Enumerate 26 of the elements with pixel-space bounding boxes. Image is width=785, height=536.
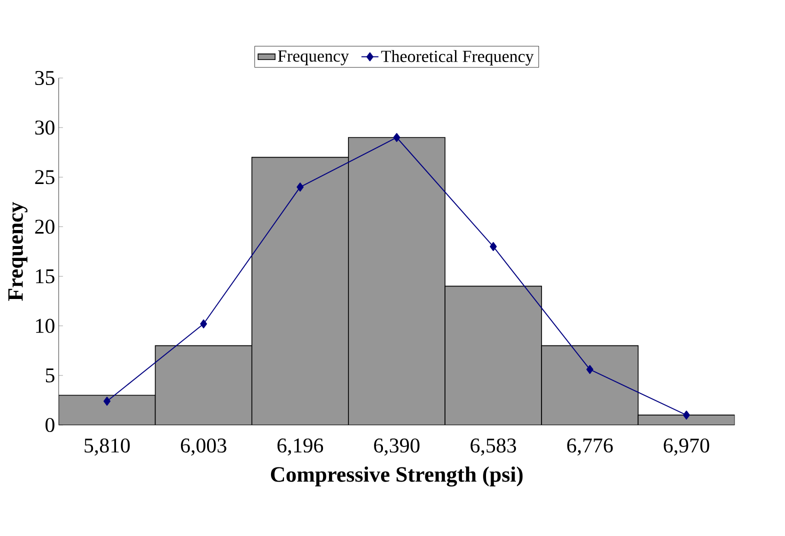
x-axis-title: Compressive Strength (psi) bbox=[270, 466, 523, 486]
x-tick-label: 6,196 bbox=[278, 438, 324, 456]
y-tick-label: 15 bbox=[36, 269, 54, 284]
point bbox=[586, 364, 594, 374]
legend-label: Frequency bbox=[278, 50, 349, 66]
x-tick-label: 6,970 bbox=[664, 438, 710, 456]
y-tick-label: 25 bbox=[35, 170, 54, 184]
y-tick-label: 35 bbox=[35, 70, 54, 86]
x-tick-label: 6,390 bbox=[374, 438, 420, 456]
y-tick-label: 20 bbox=[35, 220, 54, 234]
point bbox=[393, 133, 400, 142]
y-axis-title: Frequency bbox=[8, 202, 28, 301]
x-tick-label: 6,776 bbox=[567, 438, 613, 456]
x-tick-label: 5,810 bbox=[84, 438, 130, 456]
point bbox=[296, 182, 304, 192]
legend-label: Theoretical Frequency bbox=[381, 50, 534, 66]
point bbox=[490, 242, 497, 252]
point bbox=[682, 410, 690, 420]
y-tick-label: 30 bbox=[35, 120, 54, 135]
point bbox=[200, 319, 208, 328]
y-tick-label: 10 bbox=[36, 318, 54, 333]
x-tick-label: 6,003 bbox=[180, 438, 226, 456]
point bbox=[104, 396, 110, 406]
y-tick-label: 5 bbox=[46, 368, 54, 382]
x-tick-label: 6,583 bbox=[470, 438, 516, 456]
y-tick-label: 0 bbox=[46, 418, 54, 432]
